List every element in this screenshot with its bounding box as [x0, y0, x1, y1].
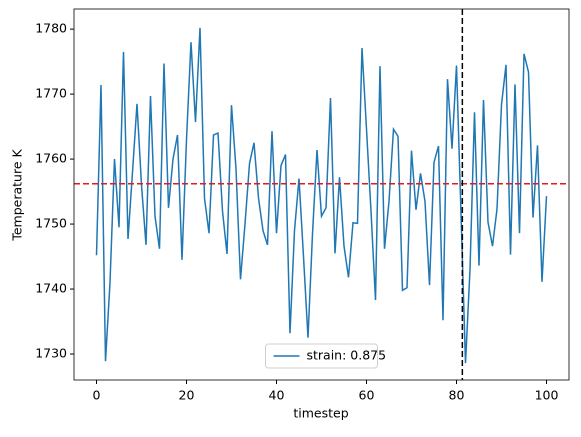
y-tick-label: 1760	[35, 151, 67, 166]
y-tick-label: 1780	[35, 21, 67, 36]
x-axis-label: timestep	[293, 406, 348, 421]
y-axis-label: Temperature K	[10, 149, 25, 242]
x-tick-label: 40	[269, 388, 285, 403]
x-tick-label: 80	[449, 388, 465, 403]
legend-label: strain: 0.875	[307, 348, 387, 363]
legend-box	[265, 343, 378, 369]
y-tick-label: 1740	[35, 281, 67, 296]
y-tick-label: 1730	[35, 346, 67, 361]
y-tick-label: 1770	[35, 86, 67, 101]
plot-frame	[73, 8, 570, 381]
line	[95, 27, 548, 364]
x-tick-label: 20	[179, 388, 195, 403]
x-tick-label: 60	[359, 388, 375, 403]
y-tick-label: 1750	[35, 216, 67, 231]
x-tick-label: 0	[93, 388, 101, 403]
x-tick-label: 100	[535, 388, 559, 403]
